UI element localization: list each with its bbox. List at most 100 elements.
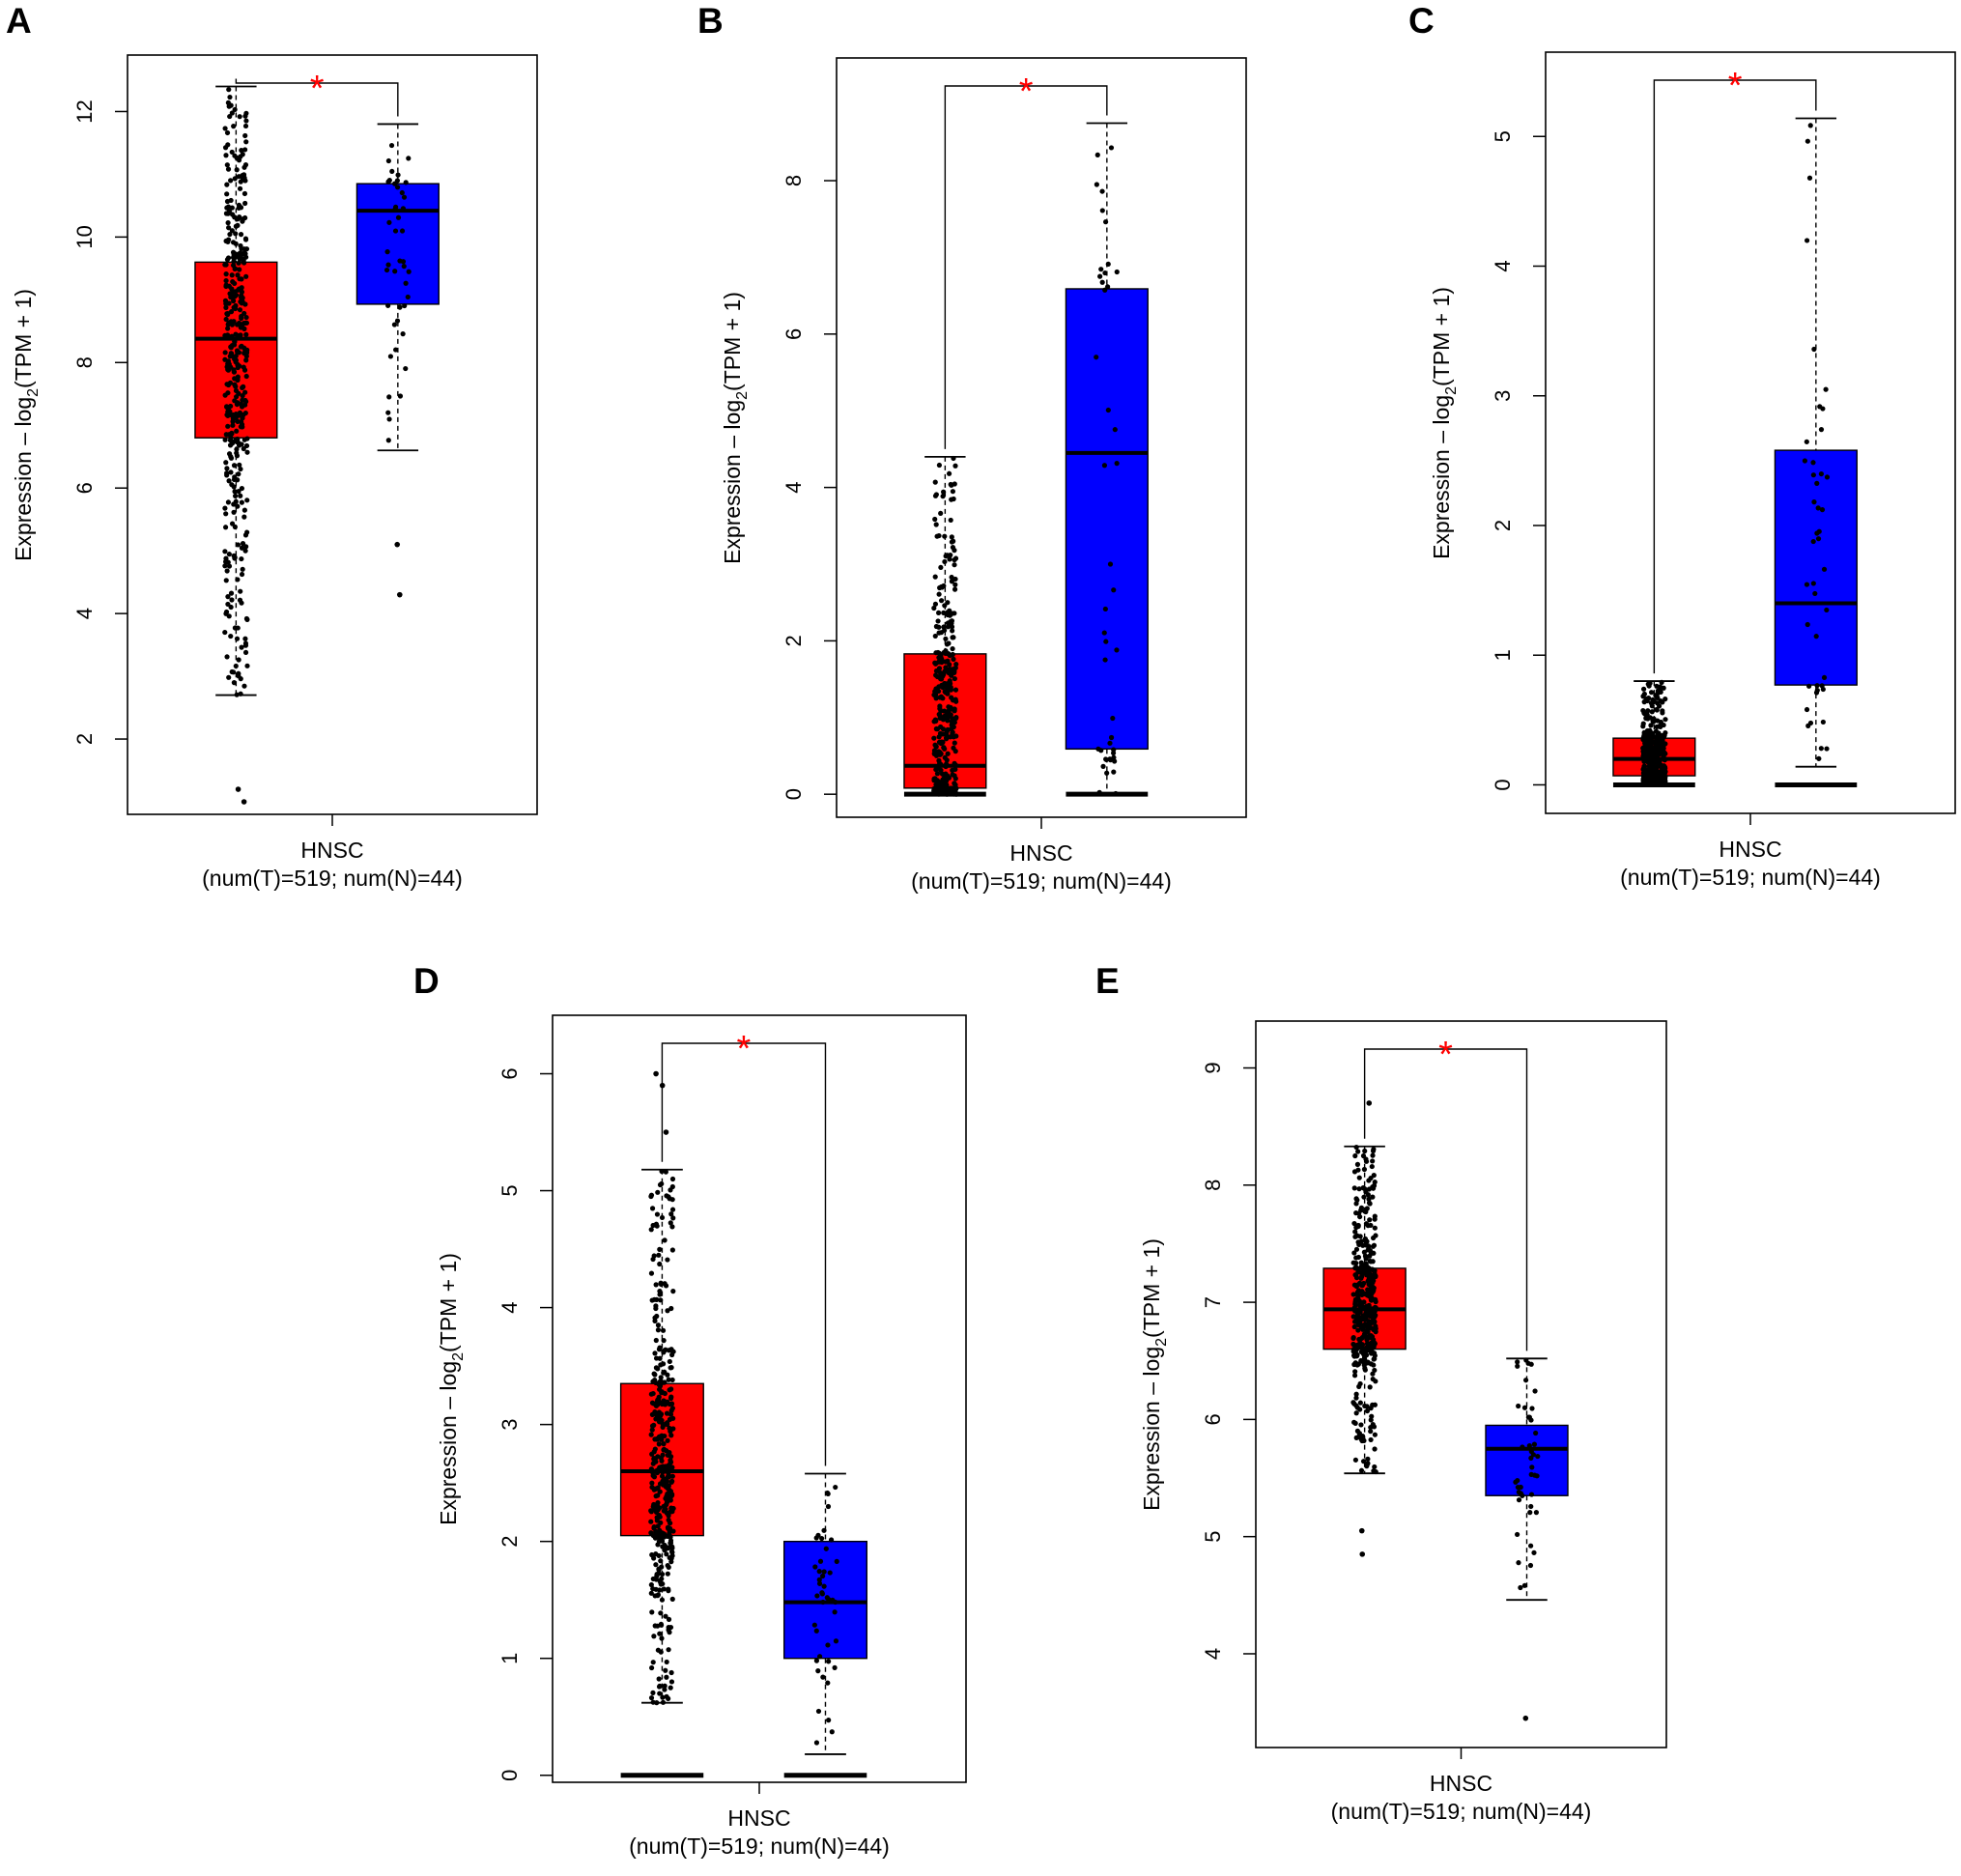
data-point	[821, 1527, 827, 1533]
data-point	[668, 1492, 675, 1498]
x-axis-label: HNSC	[1009, 840, 1072, 866]
data-point	[1515, 1531, 1520, 1538]
data-point	[238, 332, 243, 338]
data-point	[1640, 721, 1646, 726]
data-point	[239, 148, 244, 154]
data-point	[1531, 1549, 1537, 1555]
data-point	[648, 1581, 654, 1588]
data-point	[1371, 1242, 1378, 1248]
data-point	[1650, 748, 1657, 753]
plot-frame	[127, 54, 538, 815]
x-axis-sublabel: (num(T)=519; num(N)=44)	[1620, 865, 1881, 890]
data-point	[1810, 460, 1816, 466]
data-point	[1094, 152, 1100, 157]
data-point	[662, 1433, 668, 1439]
data-point	[1368, 1436, 1374, 1443]
data-point	[951, 656, 956, 662]
outlier-point	[396, 591, 403, 598]
data-point	[239, 276, 244, 282]
data-point	[952, 562, 957, 568]
data-point	[1365, 1329, 1371, 1335]
data-point	[659, 1417, 665, 1424]
data-point	[950, 772, 955, 778]
data-point	[241, 445, 246, 452]
data-point	[653, 1303, 659, 1309]
data-point	[662, 1390, 668, 1397]
data-point	[397, 393, 404, 399]
data-point	[952, 776, 958, 782]
data-point	[940, 784, 946, 790]
data-point	[938, 510, 944, 517]
data-point	[651, 1296, 658, 1302]
data-point	[1370, 1194, 1376, 1200]
y-tick-label: 3	[497, 1419, 522, 1431]
data-point	[225, 326, 231, 331]
data-point	[231, 501, 237, 507]
data-point	[1112, 427, 1118, 433]
data-point	[223, 211, 230, 216]
outlier-point	[1359, 1551, 1366, 1557]
data-point	[666, 1545, 671, 1551]
data-point	[231, 124, 237, 129]
data-point	[242, 200, 248, 207]
data-point	[1371, 1468, 1377, 1474]
data-point	[1649, 703, 1655, 709]
data-point	[948, 517, 953, 524]
data-point	[240, 295, 245, 300]
data-point	[224, 568, 230, 574]
data-point	[234, 692, 240, 697]
data-point	[952, 675, 957, 682]
x-axis-label: HNSC	[300, 838, 363, 863]
data-point	[1806, 175, 1813, 181]
data-point	[933, 522, 939, 527]
data-point	[669, 1197, 675, 1203]
data-point	[1518, 1584, 1523, 1591]
data-point	[663, 1613, 668, 1619]
data-point	[1352, 1420, 1358, 1426]
data-point	[666, 1525, 671, 1532]
data-point	[1094, 355, 1099, 360]
data-point	[817, 1558, 824, 1564]
data-point	[936, 624, 942, 630]
data-point	[652, 1318, 658, 1324]
data-point	[817, 1654, 823, 1660]
data-point	[244, 616, 250, 622]
data-point	[1649, 709, 1655, 715]
data-point	[240, 218, 245, 224]
data-point	[932, 493, 939, 498]
data-point	[1351, 1373, 1358, 1379]
data-point	[384, 249, 390, 255]
data-point	[1108, 145, 1115, 151]
data-point	[228, 633, 234, 640]
data-point	[1367, 1384, 1373, 1390]
data-point	[658, 1362, 664, 1368]
data-point	[1368, 1417, 1374, 1423]
data-point	[239, 404, 245, 410]
data-point	[242, 514, 247, 520]
data-point	[1532, 1388, 1538, 1394]
data-point	[242, 683, 247, 689]
data-point	[941, 489, 947, 495]
data-point	[1096, 789, 1102, 795]
data-point	[236, 489, 242, 495]
data-point	[225, 237, 232, 242]
data-point	[932, 633, 938, 640]
data-point	[387, 354, 394, 359]
data-point	[228, 454, 234, 460]
data-point	[1362, 1148, 1368, 1154]
data-point	[813, 1740, 820, 1746]
data-point	[1353, 1265, 1359, 1270]
data-point	[243, 139, 249, 145]
data-point	[1804, 582, 1810, 587]
data-point	[1361, 1194, 1367, 1200]
data-point	[236, 471, 242, 477]
data-point	[1372, 1225, 1378, 1231]
data-point	[1358, 1275, 1364, 1281]
data-point	[223, 460, 229, 466]
data-point	[821, 1569, 827, 1575]
data-point	[226, 283, 232, 289]
data-point	[825, 1491, 831, 1496]
data-point	[665, 1421, 670, 1427]
y-tick-label: 3	[1491, 390, 1515, 402]
